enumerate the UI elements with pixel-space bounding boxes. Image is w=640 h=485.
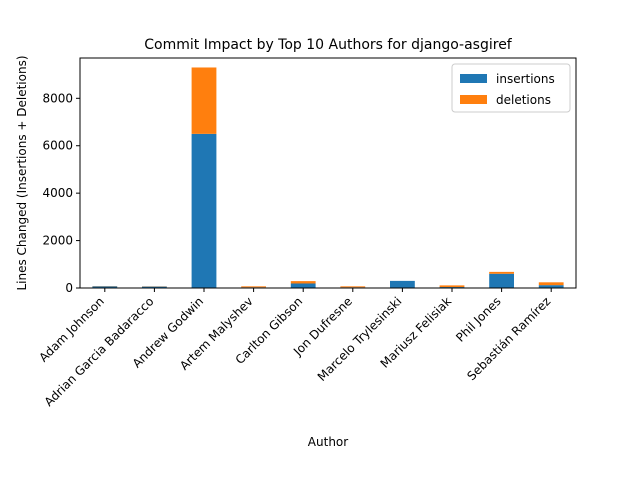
bar-deletions-4 — [291, 281, 316, 283]
y-tick-label-1: 2000 — [42, 234, 73, 248]
bar-deletions-2 — [192, 67, 217, 133]
y-tick-label-0: 0 — [65, 281, 73, 295]
bar-deletions-3 — [241, 286, 266, 287]
bar-insertions-2 — [192, 134, 217, 288]
legend-swatch-deletions — [460, 95, 487, 104]
chart-title: Commit Impact by Top 10 Authors for djan… — [144, 37, 513, 53]
legend-label-insertions: insertions — [496, 72, 555, 86]
bar-deletions-9 — [539, 282, 564, 285]
bar-deletions-7 — [440, 285, 465, 287]
bar-deletions-8 — [489, 272, 514, 274]
y-axis-label: Lines Changed (Insertions + Deletions) — [15, 55, 29, 290]
bar-insertions-6 — [390, 281, 415, 288]
legend-swatch-insertions — [460, 74, 487, 83]
legend-label-deletions: deletions — [496, 93, 551, 107]
bar-insertions-4 — [291, 283, 316, 288]
bar-insertions-8 — [489, 274, 514, 288]
bar-deletions-5 — [340, 286, 365, 287]
y-tick-label-3: 6000 — [42, 139, 73, 153]
y-tick-label-4: 8000 — [42, 91, 73, 105]
legend: insertions deletions — [452, 64, 570, 112]
x-axis-label: Author — [308, 435, 348, 449]
y-tick-label-2: 4000 — [42, 186, 73, 200]
